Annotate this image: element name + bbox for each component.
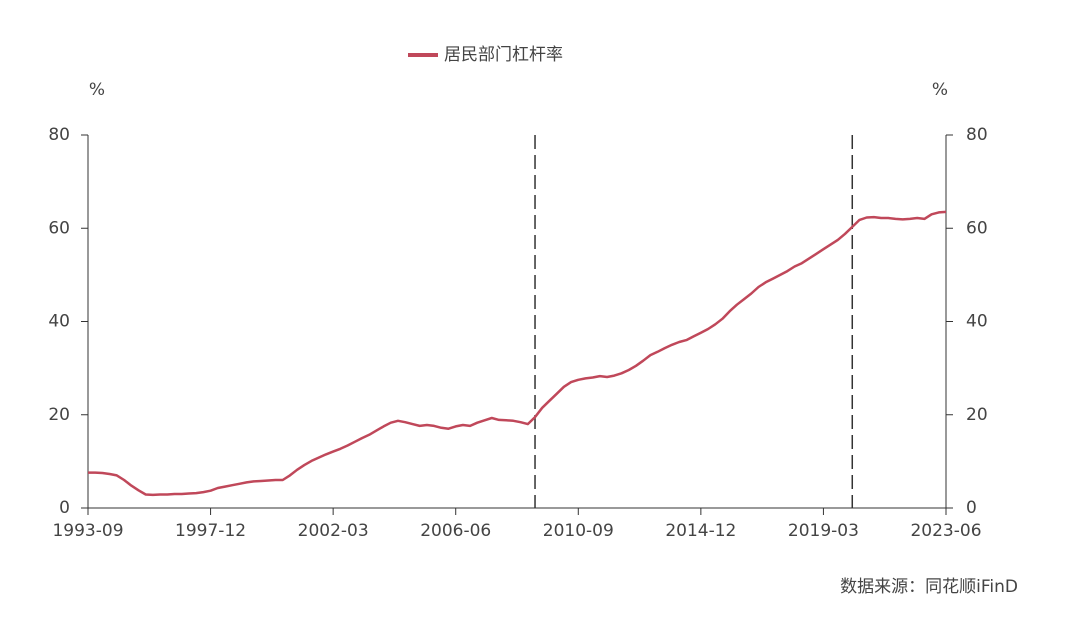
x-tick-label: 2006-06 bbox=[420, 521, 491, 541]
x-tick-label: 1997-12 bbox=[175, 521, 246, 541]
y2-tick-label: 80 bbox=[966, 125, 988, 145]
y2-axis-unit: % bbox=[932, 80, 948, 100]
y-tick-label: 60 bbox=[48, 218, 70, 238]
x-tick-label: 2014-12 bbox=[665, 521, 736, 541]
x-tick-label: 2023-06 bbox=[910, 521, 981, 541]
y-axis-unit: % bbox=[89, 80, 105, 100]
y-tick-label: 40 bbox=[48, 312, 70, 332]
y-tick-label: 80 bbox=[48, 125, 70, 145]
y2-tick-label: 60 bbox=[966, 218, 988, 238]
y2-tick-label: 0 bbox=[966, 498, 977, 518]
x-tick-label: 2002-03 bbox=[298, 521, 369, 541]
data-line bbox=[88, 210, 947, 497]
y2-tick-label: 20 bbox=[966, 405, 988, 425]
x-tick-label: 2019-03 bbox=[788, 521, 859, 541]
y-tick-label: 0 bbox=[59, 498, 70, 518]
x-tick-label: 2010-09 bbox=[543, 521, 614, 541]
y2-tick-label: 40 bbox=[966, 312, 988, 332]
source-note: 数据来源：同花顺iFinD bbox=[840, 577, 1018, 597]
y-tick-label: 20 bbox=[48, 405, 70, 425]
x-tick-label: 1993-09 bbox=[52, 521, 123, 541]
legend-label: 居民部门杠杆率 bbox=[444, 45, 563, 65]
